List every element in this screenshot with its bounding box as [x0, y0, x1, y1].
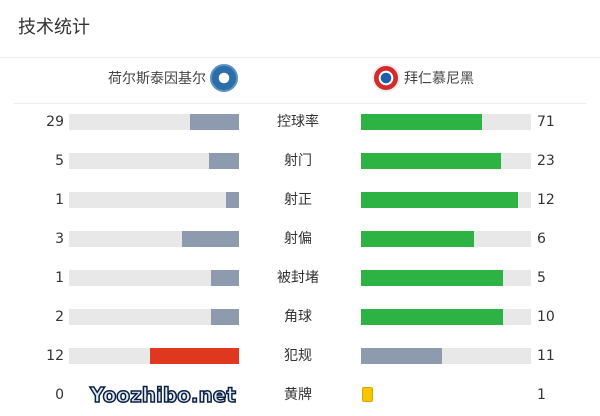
stat-label: 犯规: [284, 348, 312, 364]
divider: [0, 57, 600, 58]
stat-row: 12 犯规 11: [0, 346, 600, 366]
stat-label: 射门: [284, 153, 312, 169]
stat-label: 射偏: [284, 231, 312, 247]
away-team: 拜仁慕尼黑: [368, 64, 474, 92]
stat-row: 3 射偏 6: [0, 229, 600, 249]
home-bar: [69, 231, 239, 247]
stat-label: 控球率: [277, 114, 319, 130]
home-bar-fill: [189, 114, 239, 130]
away-value: 10: [537, 309, 555, 325]
home-team-name: 荷尔斯泰因基尔: [108, 71, 206, 87]
page-title: 技术统计: [18, 17, 90, 38]
away-bar-fill: [361, 114, 482, 130]
away-bar-fill: [361, 348, 443, 364]
away-value: 11: [537, 348, 555, 364]
yellow-card-icon: [362, 387, 373, 402]
home-bar-fill: [225, 192, 239, 208]
away-value: 1: [537, 387, 546, 403]
away-bar: [361, 153, 531, 169]
home-value: 3: [55, 231, 64, 247]
away-bar: [361, 192, 531, 208]
away-bar-fill: [361, 270, 503, 286]
home-value: 1: [55, 192, 64, 208]
home-value: 0: [55, 387, 64, 403]
stat-row: 0 黄牌 1: [0, 385, 600, 405]
home-bar-fill: [208, 153, 239, 169]
home-bar: [69, 270, 239, 286]
watermark: Yoozhibo.net: [89, 382, 236, 408]
stat-row: 2 角球 10: [0, 307, 600, 327]
stat-row: 5 射门 23: [0, 151, 600, 171]
away-team-name: 拜仁慕尼黑: [404, 71, 474, 87]
holstein-kiel-crest-icon: [210, 64, 238, 92]
home-bar: [69, 192, 239, 208]
stat-label: 被封堵: [277, 270, 319, 286]
stat-row: 1 射正 12: [0, 190, 600, 210]
away-bar: [361, 348, 531, 364]
away-value: 71: [537, 114, 555, 130]
home-value: 29: [46, 114, 64, 130]
bayern-munich-crest-icon: [372, 64, 400, 92]
home-value: 2: [55, 309, 64, 325]
home-bar-fill: [210, 309, 239, 325]
home-bar: [69, 309, 239, 325]
divider: [14, 103, 586, 104]
home-value: 12: [46, 348, 64, 364]
home-team: 荷尔斯泰因基尔: [108, 64, 242, 92]
away-value: 12: [537, 192, 555, 208]
away-value: 23: [537, 153, 555, 169]
away-bar: [361, 231, 531, 247]
away-value: 6: [537, 231, 546, 247]
stat-row: 29 控球率 71: [0, 112, 600, 132]
away-bar: [361, 114, 531, 130]
home-bar-fill: [150, 348, 239, 364]
away-bar: [361, 309, 531, 325]
away-value: 5: [537, 270, 546, 286]
home-bar: [69, 153, 239, 169]
home-bar-fill: [210, 270, 239, 286]
away-bar: [361, 270, 531, 286]
home-bar-fill: [182, 231, 239, 247]
stat-label: 射正: [284, 192, 312, 208]
away-bar-fill: [361, 153, 501, 169]
away-bar-fill: [361, 231, 475, 247]
home-value: 5: [55, 153, 64, 169]
stat-row: 1 被封堵 5: [0, 268, 600, 288]
home-bar: [69, 348, 239, 364]
stat-label: 角球: [284, 309, 312, 325]
stat-label: 黄牌: [284, 387, 312, 403]
home-value: 1: [55, 270, 64, 286]
away-bar-fill: [361, 309, 503, 325]
home-bar: [69, 114, 239, 130]
away-bar-fill: [361, 192, 518, 208]
